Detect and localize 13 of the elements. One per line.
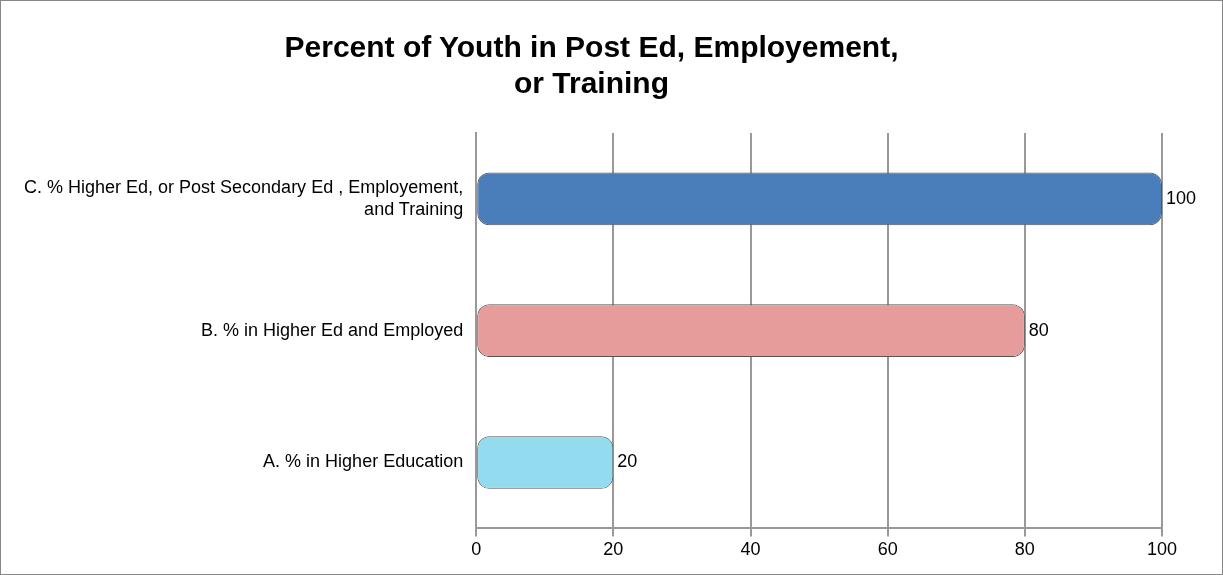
x-tick-label: 60 <box>877 539 898 560</box>
chart-title: Percent of Youth in Post Ed, Employement, or Training <box>284 30 899 100</box>
x-tick-label: 0 <box>471 539 482 560</box>
x-tick-label: 80 <box>1014 539 1035 560</box>
x-tick-label: 100 <box>1146 539 1178 560</box>
x-tick-label: 40 <box>740 539 761 560</box>
data-label: 80 <box>1028 319 1049 340</box>
y-tick-label: A. % in Higher Education <box>263 451 464 472</box>
data-label: 100 <box>1166 187 1197 208</box>
y-tick-label: B. % in Higher Ed and Employed <box>201 319 464 340</box>
x-tick-label: 20 <box>603 539 624 560</box>
y-tick-label: C. % Higher Ed, or Post Secondary Ed , Employement, and Training <box>24 177 464 219</box>
data-label: 20 <box>617 451 638 472</box>
